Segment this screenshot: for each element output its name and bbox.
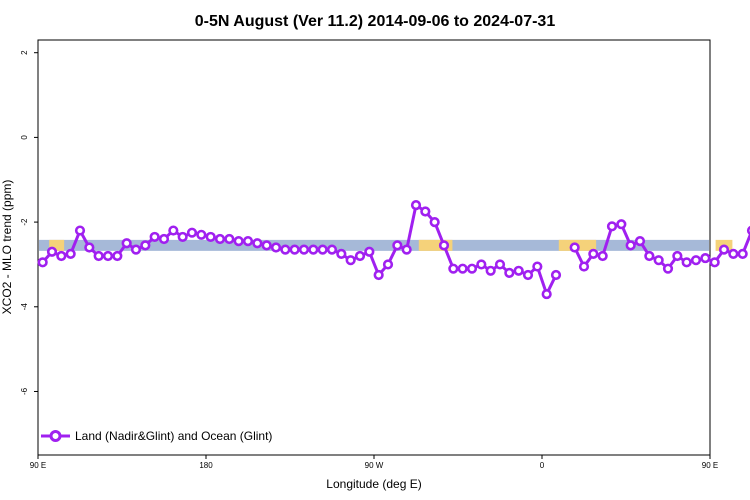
- data-point: [644, 250, 655, 262]
- data-point: [140, 240, 151, 251]
- data-point: [121, 238, 132, 249]
- data-point: [196, 229, 207, 240]
- x-axis: 90 E 180 90 W 0 90 E: [30, 455, 718, 470]
- data-point: [382, 259, 394, 270]
- data-point: [354, 250, 366, 262]
- series-layer: [37, 200, 750, 300]
- y-tick-label: 2: [20, 50, 29, 55]
- data-point: [653, 255, 664, 266]
- data-point: [74, 225, 86, 236]
- data-point: [252, 238, 263, 249]
- y-axis: 2 0 -2 -4 -6: [20, 50, 38, 395]
- x-tick-label: 180: [199, 461, 213, 470]
- data-point: [690, 255, 702, 266]
- data-point: [149, 231, 160, 243]
- y-tick-label: -4: [20, 303, 29, 311]
- data-point: [168, 225, 179, 236]
- x-tick-label: 0: [540, 461, 545, 470]
- x-tick-label: 90 E: [702, 461, 718, 470]
- data-point: [401, 244, 412, 255]
- data-point: [364, 246, 375, 257]
- data-point: [224, 233, 235, 245]
- y-axis-label: XCO2 - MLO trend (ppm): [0, 180, 14, 315]
- data-point: [317, 244, 328, 255]
- data-point: [270, 242, 282, 253]
- data-point: [429, 216, 440, 228]
- data-point: [625, 240, 636, 251]
- data-point: [289, 244, 300, 255]
- data-point: [46, 246, 58, 257]
- data-point: [205, 231, 216, 243]
- data-point: [420, 206, 431, 217]
- legend-marker-swatch: [49, 430, 62, 442]
- legend-label: Land (Nadir&Glint) and Ocean (Glint): [75, 429, 272, 443]
- data-point: [326, 244, 338, 255]
- data-point: [242, 236, 254, 247]
- data-point: [214, 233, 226, 245]
- data-point: [112, 250, 123, 262]
- data-point: [466, 263, 478, 274]
- data-point: [532, 261, 543, 272]
- data-point: [513, 265, 524, 276]
- data-point: [158, 233, 170, 245]
- data-point: [233, 236, 244, 247]
- data-point: [541, 288, 552, 300]
- data-point: [681, 257, 692, 268]
- data-point: [718, 244, 730, 255]
- data-point: [485, 265, 496, 276]
- data-point: [130, 244, 142, 255]
- data-point: [672, 250, 683, 262]
- y-tick-label: -2: [20, 218, 29, 226]
- data-point: [410, 200, 422, 211]
- data-point: [494, 259, 506, 270]
- data-point: [700, 252, 711, 264]
- data-point: [298, 244, 310, 255]
- data-point: [597, 250, 608, 262]
- data-point: [392, 240, 403, 251]
- data-point: [65, 248, 76, 259]
- data-point: [616, 219, 627, 230]
- data-point: [438, 240, 450, 251]
- data-point: [728, 248, 739, 259]
- x-axis-label: Longitude (deg E): [326, 477, 421, 491]
- data-point: [345, 255, 356, 266]
- y-tick-label: 0: [20, 135, 29, 140]
- data-point: [522, 269, 534, 281]
- data-point: [448, 263, 459, 274]
- data-point: [569, 242, 580, 253]
- data-point: [588, 248, 599, 259]
- y-tick-label: -6: [20, 387, 29, 395]
- data-point: [84, 242, 95, 253]
- data-point: [578, 261, 590, 272]
- data-point: [308, 244, 319, 255]
- data-point: [37, 257, 48, 268]
- x-tick-label: 90 E: [30, 461, 46, 470]
- data-point: [177, 231, 188, 243]
- data-point: [280, 244, 291, 255]
- data-point: [504, 267, 515, 279]
- x-tick-label: 90 W: [365, 461, 384, 470]
- chart-title: 0-5N August (Ver 11.2) 2014-09-06 to 202…: [195, 13, 556, 30]
- data-point: [261, 240, 272, 251]
- data-point: [737, 248, 748, 259]
- data-point: [634, 236, 646, 247]
- data-point: [709, 257, 720, 268]
- data-point: [186, 227, 198, 238]
- data-point: [102, 250, 114, 262]
- data-point: [457, 263, 468, 274]
- data-point: [662, 263, 674, 274]
- data-point: [93, 250, 104, 262]
- data-point: [550, 269, 562, 281]
- data-point: [476, 259, 487, 270]
- legend: Land (Nadir&Glint) and Ocean (Glint): [41, 429, 272, 443]
- data-point: [373, 269, 384, 281]
- data-point: [56, 250, 67, 262]
- data-point: [336, 248, 347, 259]
- data-point: [606, 221, 618, 232]
